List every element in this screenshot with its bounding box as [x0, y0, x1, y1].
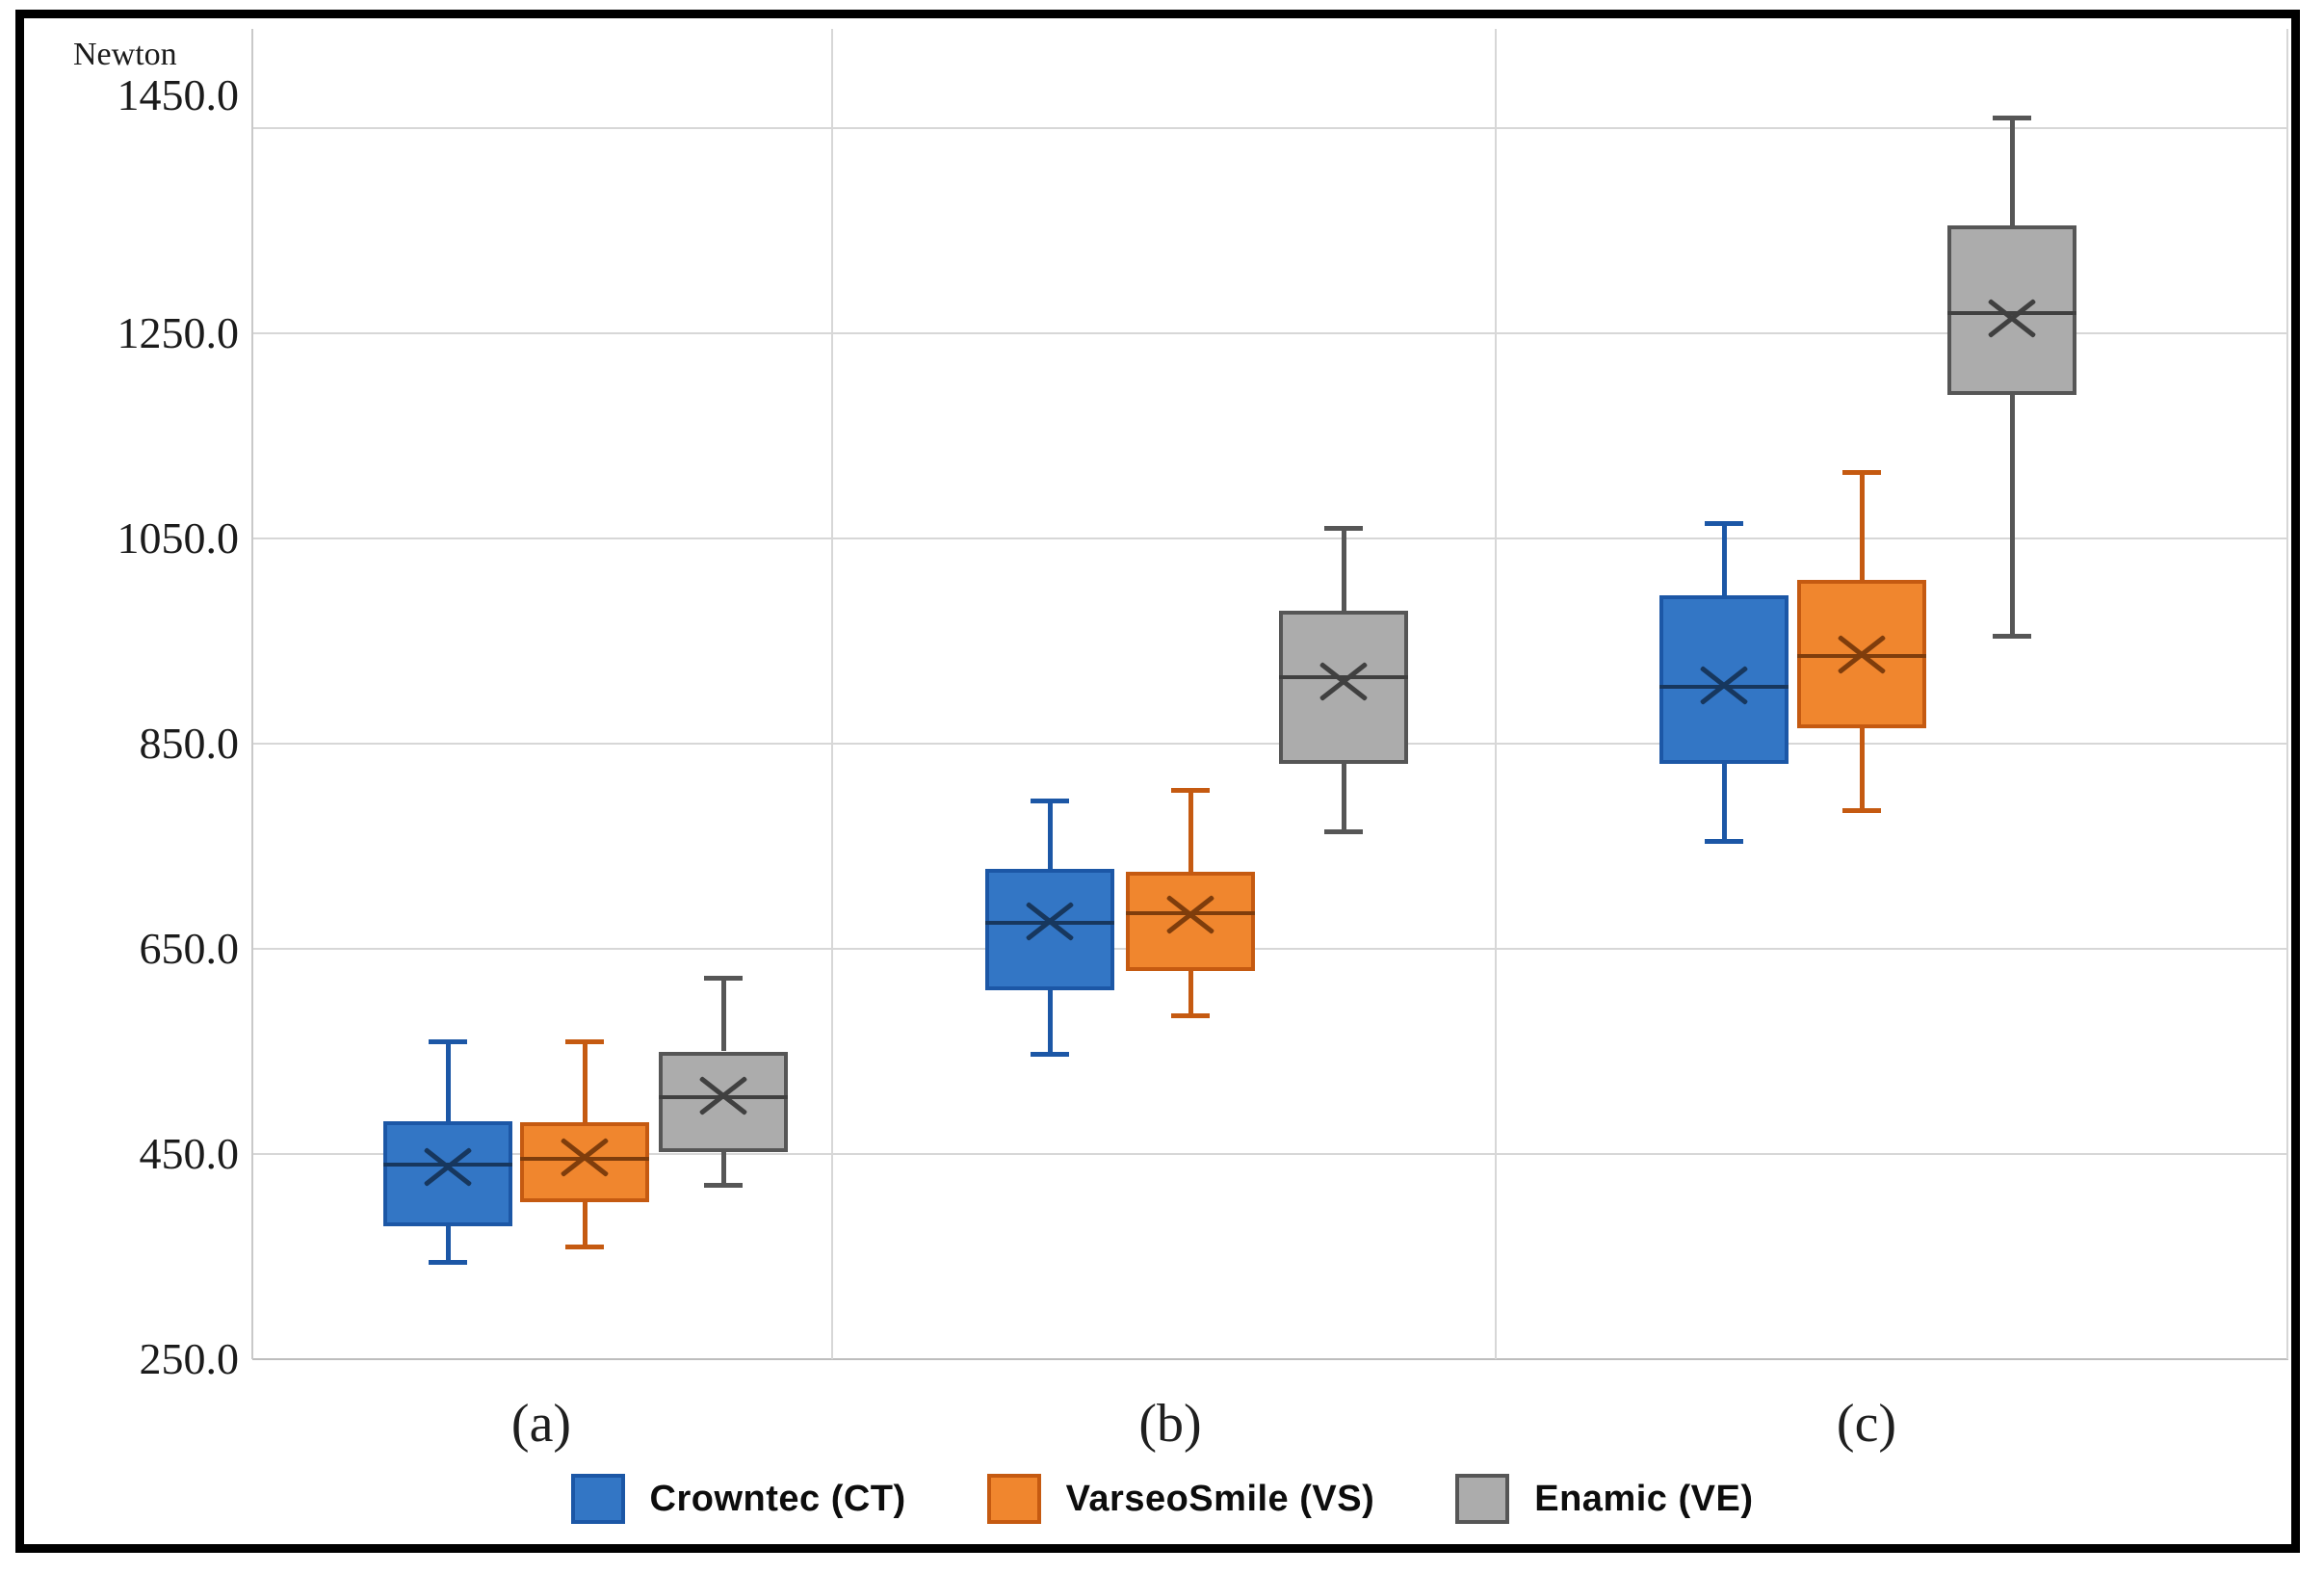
series-2-group-b-box	[1126, 872, 1255, 972]
x-label-c: (c)	[1836, 1394, 1897, 1454]
series-1-group-a-mean-marker	[421, 1140, 475, 1194]
series-3-group-a-mean-marker	[696, 1068, 750, 1122]
series-2-group-c-upper-whisker	[1859, 471, 1865, 580]
series-2-group-a-min-cap	[565, 1244, 604, 1249]
legend-label: Enamic (VE)	[1534, 1478, 1754, 1519]
series-1-group-c-min-cap	[1705, 839, 1743, 845]
series-1-group-b-max-cap	[1031, 798, 1069, 803]
series-2-group-a-mean-marker	[558, 1130, 612, 1184]
y-tick-1250: 1250.0	[117, 308, 240, 357]
series-3-group-b-upper-whisker	[1341, 528, 1346, 611]
series-3-group-b-lower-whisker	[1341, 764, 1346, 831]
legend-item-3: Enamic (VE)	[1455, 1474, 1753, 1524]
series-1-group-a-upper-whisker	[445, 1040, 451, 1121]
series-3-group-a-upper-whisker	[720, 977, 726, 1052]
series-2-group-b-max-cap	[1171, 787, 1210, 793]
series-2-group-c-min-cap	[1842, 808, 1881, 814]
series-3-group-c-box	[1947, 225, 2076, 395]
y-axis-title: Newton	[73, 37, 177, 72]
series-3-group-b-min-cap	[1324, 828, 1363, 834]
legend: Crowntec (CT) VarseoSmile (VS) Enamic (VE)	[0, 1468, 2324, 1530]
series-1-group-b-lower-whisker	[1047, 989, 1053, 1054]
series-2-group-c-mean-marker	[1835, 627, 1889, 681]
series-3-group-c-upper-whisker	[2009, 118, 2015, 226]
series-2-group-b-lower-whisker	[1188, 971, 1193, 1016]
series-1-group-a-min-cap	[429, 1259, 467, 1265]
legend-label: Crowntec (CT)	[649, 1478, 906, 1519]
y-tick-850: 850.0	[139, 719, 240, 768]
series-3-group-a-box	[659, 1051, 788, 1152]
series-2-group-a-box	[520, 1121, 649, 1203]
series-1-group-b-min-cap	[1031, 1051, 1069, 1057]
series-3-group-b-mean-marker	[1317, 654, 1371, 708]
series-1-group-b-mean-marker	[1023, 894, 1077, 948]
legend-swatch-icon	[570, 1474, 625, 1524]
series-2-group-c-lower-whisker	[1859, 728, 1865, 811]
legend-item-1: Crowntec (CT)	[570, 1474, 906, 1524]
series-1-group-c-mean-marker	[1697, 658, 1751, 712]
series-1-group-b-upper-whisker	[1047, 800, 1053, 869]
x-label-a: (a)	[510, 1394, 572, 1454]
x-label-b: (b)	[1138, 1394, 1202, 1454]
series-3-group-a-min-cap	[704, 1182, 743, 1188]
plot-right-border	[2286, 29, 2288, 1359]
series-3-group-b-max-cap	[1324, 526, 1363, 532]
gridline-1250	[252, 332, 2288, 334]
figure-frame	[15, 10, 2300, 1553]
gridline-1450	[252, 127, 2288, 129]
series-3-group-c-min-cap	[1993, 634, 2031, 640]
series-1-group-c-max-cap	[1705, 521, 1743, 527]
series-2-group-b-min-cap	[1171, 1013, 1210, 1019]
legend-swatch-icon	[1455, 1474, 1510, 1524]
gridline-850	[252, 743, 2288, 745]
series-2-group-c-max-cap	[1842, 469, 1881, 475]
series-1-group-c-lower-whisker	[1721, 764, 1727, 842]
series-1-group-c-upper-whisker	[1721, 523, 1727, 595]
legend-swatch-icon	[986, 1474, 1041, 1524]
gridline-650	[252, 948, 2288, 950]
x-axis-line	[252, 1358, 2288, 1360]
gridline-1050	[252, 538, 2288, 539]
series-1-group-b-box	[985, 868, 1114, 990]
y-tick-650: 650.0	[139, 924, 240, 973]
y-tick-450: 450.0	[139, 1129, 240, 1178]
series-1-group-a-box	[383, 1120, 512, 1226]
legend-item-2: VarseoSmile (VS)	[986, 1474, 1375, 1524]
series-1-group-a-max-cap	[429, 1038, 467, 1044]
series-3-group-c-max-cap	[1993, 116, 2031, 121]
series-2-group-b-upper-whisker	[1188, 789, 1193, 873]
y-tick-1050: 1050.0	[117, 513, 240, 563]
y-tick-1450: 1450.0	[117, 70, 240, 119]
series-1-group-c-box	[1659, 594, 1789, 765]
series-3-group-c-median	[1947, 310, 2076, 315]
series-2-group-a-max-cap	[565, 1038, 604, 1044]
y-tick-250: 250.0	[139, 1334, 240, 1383]
series-1-group-a-lower-whisker	[445, 1225, 451, 1262]
series-3-group-b-box	[1279, 610, 1408, 765]
group-separator-2	[1495, 29, 1497, 1359]
series-2-group-a-upper-whisker	[582, 1040, 588, 1122]
series-3-group-c-lower-whisker	[2009, 394, 2015, 637]
legend-label: VarseoSmile (VS)	[1065, 1478, 1375, 1519]
gridline-450	[252, 1153, 2288, 1155]
series-3-group-c-mean-marker	[1985, 291, 2039, 345]
y-axis-line	[251, 29, 253, 1359]
series-3-group-a-lower-whisker	[720, 1151, 726, 1185]
series-3-group-a-max-cap	[704, 975, 743, 981]
series-2-group-a-lower-whisker	[582, 1202, 588, 1246]
group-separator-1	[831, 29, 833, 1359]
series-2-group-b-mean-marker	[1163, 887, 1217, 941]
